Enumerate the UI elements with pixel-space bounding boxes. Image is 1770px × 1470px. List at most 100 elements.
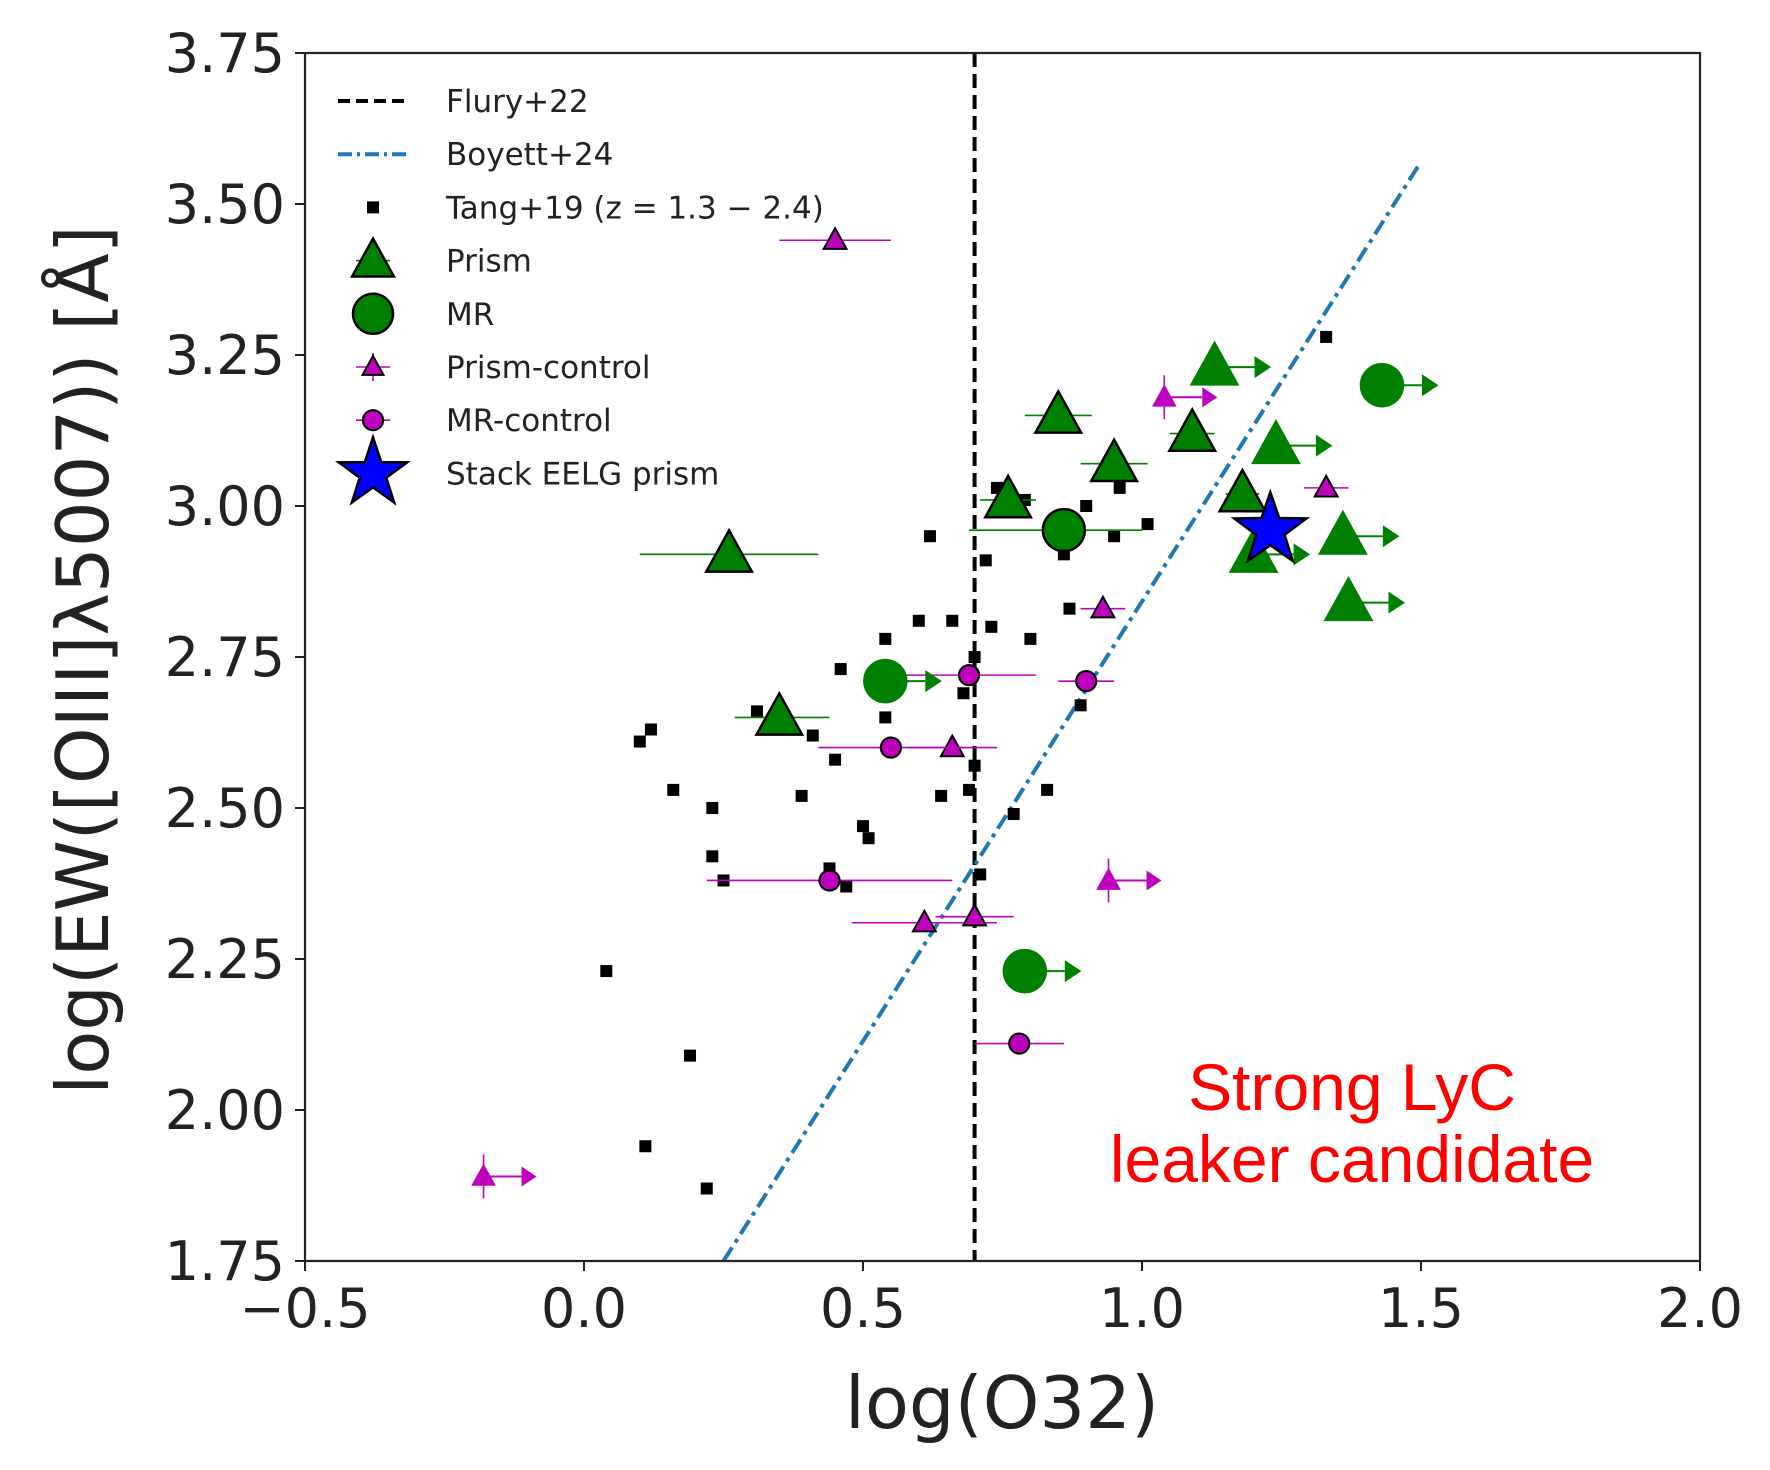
tang-point (985, 620, 998, 633)
legend-label: Flury+22 (446, 84, 589, 120)
mr-control-point (1075, 670, 1098, 693)
x-axis-label: log(O32) (845, 1361, 1159, 1445)
prism-point (1089, 437, 1140, 483)
y-tick-label: 1.75 (165, 1230, 285, 1293)
tang-point (968, 759, 981, 772)
prism-control-point (1313, 473, 1340, 498)
tang-point (840, 880, 853, 893)
tang-point (706, 802, 719, 814)
mr-limit-arrow-head (1421, 374, 1439, 397)
tang-point (1113, 481, 1126, 494)
legend-item-mr: MR (351, 292, 494, 336)
prism-point (1033, 388, 1084, 434)
tang-point (879, 711, 892, 724)
x-tick-label: 0.5 (820, 1277, 906, 1340)
tang-point (1141, 518, 1154, 531)
tang-point (750, 705, 763, 718)
prism-limit-arrow-head (1254, 356, 1272, 379)
annotation-line-2: leaker candidate (1110, 1122, 1594, 1196)
prism-control-point (911, 908, 938, 933)
tang-point (795, 789, 808, 802)
legend-item-stack: Stack EELG prism (335, 433, 719, 506)
mr-point (1002, 948, 1048, 994)
legend-item-prism_control: Prism-control (356, 350, 651, 386)
prism-point (983, 473, 1033, 519)
mr-limit-arrow-head (925, 670, 942, 693)
legend-label: Prism-control (446, 350, 651, 386)
prism-point (1317, 509, 1368, 555)
y-tick-label: 2.75 (165, 626, 285, 689)
prism-control-point (471, 1163, 496, 1186)
x-tick-label: 1.5 (1378, 1277, 1464, 1340)
tang-point (1080, 500, 1093, 512)
prism-point (1167, 406, 1218, 453)
tang-point (706, 850, 719, 863)
legend-item-prism: Prism (349, 236, 532, 280)
mr-point (863, 658, 908, 704)
stack-point (1230, 488, 1311, 565)
mr-point (1041, 507, 1087, 553)
prism-point (1323, 576, 1374, 622)
plot-content (471, 53, 1439, 1261)
mr-control-point (957, 664, 981, 687)
prism-limit-arrow-head (1315, 434, 1333, 457)
prism-control-limit-arrow-head (1146, 870, 1162, 891)
tang-point (974, 868, 987, 881)
prism-point (1217, 467, 1268, 513)
legend-label: Boyett+24 (446, 137, 613, 173)
y-tick-label: 2.00 (165, 1079, 285, 1142)
x-tick-label: 0.0 (541, 1277, 627, 1340)
tang-point (1041, 783, 1054, 796)
mr-control-point (879, 736, 903, 759)
tang-point (1074, 699, 1087, 712)
legend-item-mr_control: MR-control (356, 403, 612, 439)
tang-point (1063, 602, 1076, 615)
prism-control-limit-arrow-head (1202, 387, 1218, 408)
prism-limit-arrow-head (1293, 543, 1311, 566)
tang-point (935, 789, 948, 802)
legend-item-boyett: Boyett+24 (338, 137, 613, 173)
prism-point (704, 527, 754, 573)
legend-item-tang: Tang+19 (z = 1.3 − 2.4) (367, 190, 824, 226)
tang-point (700, 1182, 713, 1195)
prism-limit-arrow-head (1382, 525, 1400, 548)
prism-point (1251, 419, 1301, 465)
tang-point (912, 614, 925, 627)
annotation: Strong LyC leaker candidate (1110, 1050, 1594, 1196)
tang-point (862, 832, 875, 845)
tang-point (644, 723, 657, 736)
legend-prism-control-swatch (360, 353, 386, 376)
y-tick-label: 3.50 (165, 173, 285, 236)
tang-point (957, 687, 970, 700)
mr-control-point (818, 869, 841, 892)
legend-tang-swatch (367, 201, 379, 214)
legend-label: MR-control (446, 403, 612, 439)
y-tick-label: 3.75 (165, 22, 285, 85)
x-tick-label: 1.0 (1099, 1277, 1185, 1340)
ticks-layer: −0.5 0.0 0.5 1.0 1.5 2.0 1.75 2.00 2.25 2.50 2.75 3… (165, 22, 1743, 1340)
prism-control-point (1151, 384, 1177, 407)
tang-point (968, 651, 981, 663)
tang-point (1108, 530, 1121, 543)
tang-point (857, 820, 869, 833)
prism-control-point (822, 226, 849, 250)
tang-point (829, 753, 842, 766)
legend-stack-swatch (335, 433, 411, 506)
tang-point (923, 530, 936, 543)
y-tick-label: 2.50 (165, 777, 285, 840)
tang-point (806, 729, 819, 742)
tang-point (979, 554, 992, 567)
tang-point (639, 1140, 652, 1153)
y-tick-label: 3.00 (165, 475, 285, 538)
prism-control-limit-arrow-head (521, 1166, 537, 1187)
prism-point (754, 690, 805, 736)
legend-prism-swatch (349, 236, 397, 278)
legend: Flury+22 Boyett+24 Tang+19 (z = 1.3 − 2.4)… (335, 84, 824, 506)
tang-point (633, 735, 646, 748)
mr-point (1359, 362, 1405, 408)
tang-point (834, 663, 847, 676)
tang-point (684, 1049, 697, 1062)
prism-control-point (1089, 594, 1117, 619)
tang-point (879, 632, 892, 645)
